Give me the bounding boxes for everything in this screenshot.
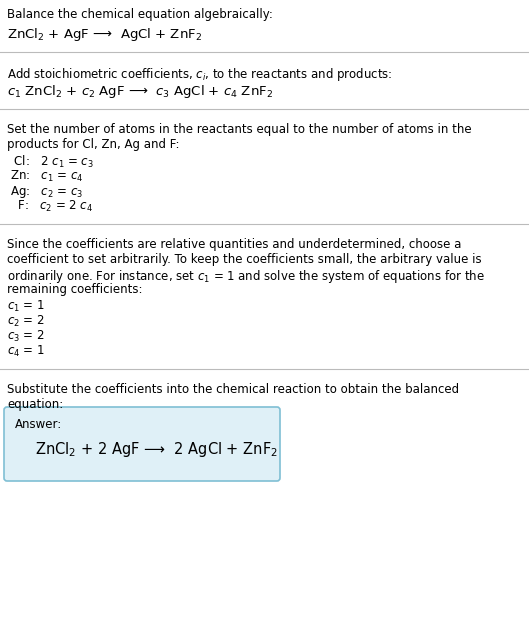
Text: $c_2$ = 2: $c_2$ = 2: [7, 314, 45, 329]
Text: equation:: equation:: [7, 398, 63, 411]
Text: Answer:: Answer:: [15, 418, 62, 431]
Text: Zn:   $c_1$ = $c_4$: Zn: $c_1$ = $c_4$: [10, 169, 83, 184]
FancyBboxPatch shape: [4, 407, 280, 481]
Text: remaining coefficients:: remaining coefficients:: [7, 283, 142, 296]
Text: $c_3$ = 2: $c_3$ = 2: [7, 329, 45, 344]
Text: ordinarily one. For instance, set $c_1$ = 1 and solve the system of equations fo: ordinarily one. For instance, set $c_1$ …: [7, 268, 485, 285]
Text: coefficient to set arbitrarily. To keep the coefficients small, the arbitrary va: coefficient to set arbitrarily. To keep …: [7, 253, 481, 266]
Text: Add stoichiometric coefficients, $c_i$, to the reactants and products:: Add stoichiometric coefficients, $c_i$, …: [7, 66, 393, 83]
Text: Substitute the coefficients into the chemical reaction to obtain the balanced: Substitute the coefficients into the che…: [7, 383, 459, 396]
Text: ZnCl$_2$ + 2 AgF ⟶  2 AgCl + ZnF$_2$: ZnCl$_2$ + 2 AgF ⟶ 2 AgCl + ZnF$_2$: [35, 440, 278, 459]
Text: products for Cl, Zn, Ag and F:: products for Cl, Zn, Ag and F:: [7, 138, 179, 151]
Text: F:   $c_2$ = 2 $c_4$: F: $c_2$ = 2 $c_4$: [10, 199, 93, 214]
Text: Balance the chemical equation algebraically:: Balance the chemical equation algebraica…: [7, 8, 273, 21]
Text: $c_1$ ZnCl$_2$ + $c_2$ AgF ⟶  $c_3$ AgCl + $c_4$ ZnF$_2$: $c_1$ ZnCl$_2$ + $c_2$ AgF ⟶ $c_3$ AgCl …: [7, 83, 273, 100]
Text: Ag:   $c_2$ = $c_3$: Ag: $c_2$ = $c_3$: [10, 184, 83, 200]
Text: $c_1$ = 1: $c_1$ = 1: [7, 299, 45, 314]
Text: ZnCl$_2$ + AgF ⟶  AgCl + ZnF$_2$: ZnCl$_2$ + AgF ⟶ AgCl + ZnF$_2$: [7, 26, 202, 43]
Text: Cl:   2 $c_1$ = $c_3$: Cl: 2 $c_1$ = $c_3$: [10, 154, 94, 170]
Text: $c_4$ = 1: $c_4$ = 1: [7, 344, 45, 359]
Text: Set the number of atoms in the reactants equal to the number of atoms in the: Set the number of atoms in the reactants…: [7, 123, 472, 136]
Text: Since the coefficients are relative quantities and underdetermined, choose a: Since the coefficients are relative quan…: [7, 238, 461, 251]
